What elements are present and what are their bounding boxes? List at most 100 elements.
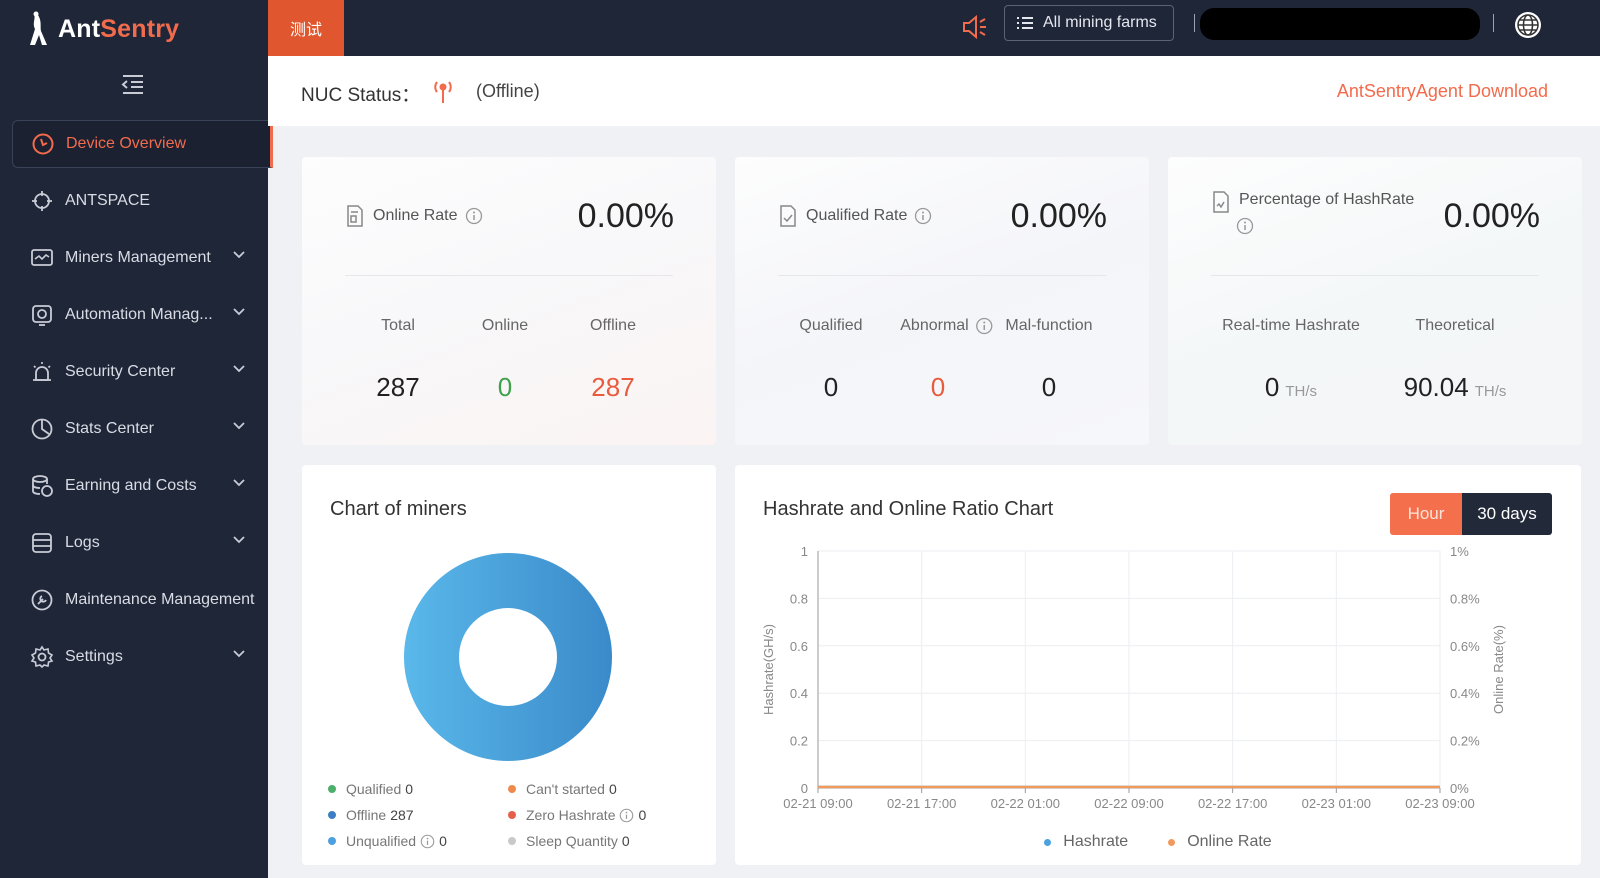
y-tick-label: 0.2 — [790, 734, 808, 749]
separator — [1194, 14, 1195, 32]
hashrate-chart-legend: Hashrate Online Rate — [735, 833, 1581, 851]
legend-dot — [1044, 838, 1052, 846]
speaker-icon[interactable] — [960, 12, 990, 42]
logs-icon — [30, 531, 54, 555]
info-icon[interactable] — [976, 317, 994, 335]
globe-icon[interactable] — [1513, 10, 1543, 40]
info-icon[interactable] — [1236, 217, 1254, 235]
ant-logo-icon — [30, 11, 47, 45]
sidebar-item-label: Logs — [65, 534, 100, 551]
legend-hashrate[interactable]: Hashrate — [1044, 833, 1128, 851]
theoretical-value: 90.04 TH/s — [1403, 372, 1507, 402]
hashrate-percentage-card: Percentage of HashRate 0.00% Real-time H… — [1168, 157, 1582, 445]
abnormal-label: Abnormal — [900, 317, 993, 335]
hashrate-chart-title: Hashrate and Online Ratio Chart — [763, 498, 1054, 520]
legend-offline[interactable]: Offline 287 — [328, 807, 414, 823]
sidebar-item-automation-management[interactable]: Automation Manag... — [0, 291, 268, 339]
qualified-label: Qualified — [799, 317, 863, 334]
info-icon[interactable] — [619, 808, 634, 823]
chevron-down-icon — [233, 479, 245, 487]
legend-online-rate[interactable]: Online Rate — [1168, 833, 1272, 851]
collapse-menu-icon[interactable] — [120, 73, 146, 95]
y2-tick-label: 0% — [1450, 781, 1469, 796]
miners-donut-chart[interactable] — [400, 549, 616, 765]
legend-dot — [328, 837, 336, 845]
card-header: Online Rate — [345, 205, 483, 227]
divider — [345, 275, 673, 276]
sidebar-item-earning-and-costs[interactable]: Earning and Costs — [0, 462, 268, 510]
sidebar-item-security-center[interactable]: Security Center — [0, 348, 268, 396]
legend-dot — [328, 811, 336, 819]
sidebar-item-label: Security Center — [65, 363, 176, 380]
y-tick-label: 0 — [801, 781, 808, 796]
list-icon — [1017, 17, 1033, 29]
hour-tab[interactable]: Hour — [1390, 493, 1462, 535]
sidebar-item-maintenance-management[interactable]: Maintenance Management — [0, 576, 268, 624]
legend-dot — [508, 837, 516, 845]
online-rate-title: Online Rate — [373, 207, 458, 224]
y2-tick-label: 0.4% — [1450, 686, 1480, 701]
malfunction-value: 0 — [1041, 372, 1057, 402]
account-menu[interactable] — [1200, 8, 1480, 40]
sidebar-item-stats-center[interactable]: Stats Center — [0, 405, 268, 453]
sidebar-item-miners-management[interactable]: Miners Management — [0, 234, 268, 282]
nuc-status-bar: NUC Status： (Offline) AntSentryAgent Dow… — [268, 56, 1600, 126]
qualified-rate-card: Qualified Rate 0.00% Qualified Abnormal … — [735, 157, 1149, 445]
nuc-status-value: (Offline) — [476, 81, 540, 101]
info-icon[interactable] — [465, 207, 483, 225]
chevron-down-icon — [233, 251, 245, 259]
abnormal-value: 0 — [930, 372, 946, 402]
sidebar-item-logs[interactable]: Logs — [0, 519, 268, 567]
chevron-down-icon — [233, 365, 245, 373]
sidebar-item-label: Earning and Costs — [65, 477, 197, 494]
maintenance-icon — [30, 588, 54, 612]
legend-cant-started[interactable]: Can't started 0 — [508, 781, 617, 797]
realtime-hashrate-value: 0 TH/s — [1264, 372, 1318, 402]
x-tick-label: 02-22 17:00 — [1198, 796, 1267, 811]
monitor-icon — [30, 246, 54, 270]
pie-icon — [30, 417, 54, 441]
card-header: Percentage of HashRate — [1211, 191, 1414, 240]
sidebar-item-label: Device Overview — [66, 135, 187, 152]
sidebar-item-settings[interactable]: Settings — [0, 633, 268, 681]
header-text: Percentage of HashRate — [1236, 191, 1414, 240]
divider — [1211, 275, 1539, 276]
total-label: Total — [381, 317, 415, 334]
legend-qualified[interactable]: Qualified 0 — [328, 781, 413, 797]
y-tick-label: 0.6 — [790, 639, 808, 654]
online-rate-card: Online Rate 0.00% Total Online Offline 2… — [302, 157, 716, 445]
sidebar-item-antspace[interactable]: ANTSPACE — [0, 177, 268, 225]
qualified-value: 0 — [823, 372, 839, 402]
info-icon[interactable] — [420, 834, 435, 849]
document-edit-icon — [1213, 191, 1229, 213]
farm-tab[interactable]: 测试 — [268, 0, 344, 56]
x-tick-label: 02-22 09:00 — [1094, 796, 1163, 811]
brand-logo[interactable]: AntSentry — [26, 4, 179, 54]
qualified-rate-title: Qualified Rate — [806, 207, 908, 224]
crosshair-icon — [30, 189, 54, 213]
donut-hole — [459, 608, 557, 706]
thirty-days-tab[interactable]: 30 days — [1462, 493, 1552, 535]
miners-chart-title: Chart of miners — [330, 498, 467, 520]
gear-icon — [30, 645, 54, 669]
separator — [1493, 14, 1494, 32]
top-bar: 测试 All mining farms — [268, 0, 1600, 56]
online-label: Online — [481, 317, 529, 334]
legend-sleep-quantity[interactable]: Sleep Quantity 0 — [508, 833, 630, 849]
legend-zero-hashrate[interactable]: Zero Hashrate 0 — [508, 807, 646, 823]
sidebar-item-label: Settings — [65, 648, 123, 665]
info-icon[interactable] — [914, 207, 932, 225]
farm-selector[interactable]: All mining farms — [1004, 5, 1174, 41]
realtime-hashrate-label: Real-time Hashrate — [1222, 317, 1360, 334]
hashrate-chart-card: Hashrate and Online Ratio Chart Hour 30 … — [735, 465, 1581, 865]
y2-tick-label: 0.2% — [1450, 734, 1480, 749]
hashrate-line-chart[interactable]: 0 0% 0.2 0.2% 0.4 0.4% 0.6 0.6% 0.8 0.8% 1 1% 02-21 … — [735, 465, 1581, 865]
y-axis-title: Hashrate(GH/s) — [761, 624, 776, 715]
legend-unqualified[interactable]: Unqualified 0 — [328, 833, 447, 849]
qualified-rate-value: 0.00% — [1010, 197, 1107, 235]
sidebar-item-label: Maintenance Management — [65, 591, 255, 608]
agent-download-link[interactable]: AntSentryAgent Download — [1336, 81, 1548, 101]
sidebar-item-device-overview[interactable]: Device Overview — [12, 120, 273, 168]
document-icon — [347, 205, 363, 227]
online-rate-value: 0.00% — [577, 197, 674, 235]
